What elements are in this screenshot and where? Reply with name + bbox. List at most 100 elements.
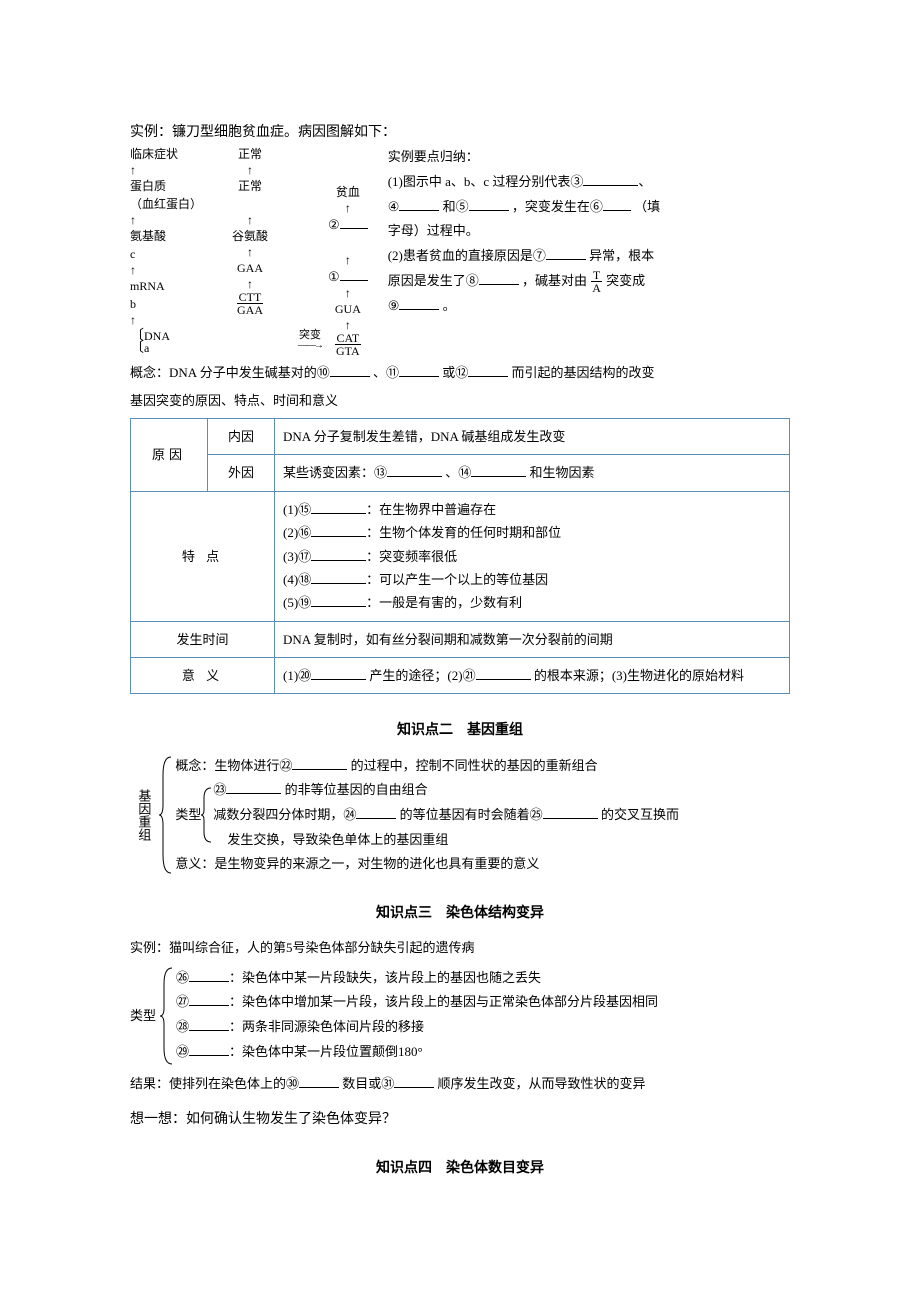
kp3-title: 知识点三 染色体结构变异 <box>130 901 790 926</box>
table-row: 意 义 (1)⑳ 产生的途径；(2)㉑ 的根本来源；(3)生物进化的原始材料 <box>131 658 790 694</box>
blank-2: ② <box>328 217 340 232</box>
concept-line: 概念：DNA 分子中发生碱基对的⑩ 、⑪ 或⑫ 而引起的基因结构的改变 <box>130 361 790 384</box>
concept-a: 概念：DNA 分子中发生碱基对的⑩ <box>130 365 330 380</box>
mutant-mrna: GUA <box>335 300 361 318</box>
points-heading: 实例要点归纳： <box>388 145 660 170</box>
kp2-t2a: 减数分裂四分体时期，㉔ <box>213 807 356 822</box>
pt4b: 异常，根本 <box>589 248 654 263</box>
kp2-concept-b: 的过程中，控制不同性状的基因的重新组合 <box>351 758 598 773</box>
mutation-table: 原因 内因 DNA 分子复制发生差错，DNA 碱基组成发生改变 外因 某些诱变因… <box>130 418 790 695</box>
pt1a: (1)图示中 a、b、c 过程分别代表③ <box>388 174 584 189</box>
kp3-i3t: ：两条非同源染色体间片段的移接 <box>229 1019 424 1034</box>
pt2d: （填 <box>634 199 660 214</box>
m-mid: 产生的途径；(2)㉑ <box>369 668 475 683</box>
cell-internal: 内因 <box>208 418 275 454</box>
kp3-i1n: ㉖ <box>176 970 189 985</box>
kp2-meaning: 意义：是生物变异的来源之一，对生物的进化也具有重要的意义 <box>175 852 679 877</box>
f3-post: ：突变频率很低 <box>366 549 457 564</box>
f5-post: ：一般是有害的，少数有利 <box>366 595 522 610</box>
cell-cause: 原因 <box>131 418 208 491</box>
row-clinical: 临床症状 <box>130 145 178 163</box>
ext-a: 某些诱变因素：⑬ <box>283 465 387 480</box>
mutation-arrow: 突变 ——→ <box>298 330 322 351</box>
kp3-i2t: ：染色体中增加某一片段，该片段上的基因与正常染色体部分片段基因相同 <box>229 994 658 1009</box>
kp2-title: 知识点二 基因重组 <box>130 718 790 743</box>
mutant-clinical: 贫血 <box>336 183 360 201</box>
kp4-title: 知识点四 染色体数目变异 <box>130 1156 790 1181</box>
normal-clinical: 正常 <box>238 145 262 163</box>
kp3-i4n: ㉙ <box>176 1044 189 1059</box>
kp2-t2b: 的等位基因有时会随着㉕ <box>400 807 543 822</box>
m-a: (1)⑳ <box>283 668 311 683</box>
pt4a: (2)患者贫血的直接原因是⑦ <box>388 248 546 263</box>
brace-icon <box>160 966 174 1066</box>
example-points: 实例要点归纳： (1)图示中 a、b、c 过程分别代表③ 、 ④ 和⑤ ，突变发生… <box>368 145 660 319</box>
kp3-i1t: ：染色体中某一片段缺失，该片段上的基因也随之丢失 <box>229 970 541 985</box>
label-a: a <box>144 341 149 355</box>
cause-diagram: 临床症状 ↑ 蛋白质 （血红蛋白） ↑ 氨基酸 c↑ mRNA b↑ 〔DNA … <box>130 145 368 357</box>
cell-time-text: DNA 复制时，如有丝分裂间期和减数第一次分裂前的间期 <box>275 621 790 657</box>
kp2-type-label: 类型 <box>175 803 201 828</box>
ext-b: 和生物因素 <box>530 465 595 480</box>
row-protein: 蛋白质 <box>130 177 166 195</box>
f1-pre: (1)⑮ <box>283 502 311 517</box>
f3-pre: (3)⑰ <box>283 549 311 564</box>
kp3-rb: 顺序发生改变，从而导致性状的变异 <box>438 1076 646 1091</box>
row-amino: 氨基酸 <box>130 227 166 245</box>
cell-meaning: 意 义 <box>131 658 275 694</box>
f5-pre: (5)⑲ <box>283 595 311 610</box>
pt5b: ，碱基对由 <box>522 273 587 288</box>
m-b: 的根本来源；(3)生物进化的原始材料 <box>534 668 744 683</box>
kp2-side: 基因重组 <box>130 754 157 877</box>
pt3: 字母）过程中。 <box>388 219 660 244</box>
pt1-sep: 、 <box>638 174 651 189</box>
kp3-type-label: 类型 <box>130 966 158 1066</box>
label-c: c <box>130 247 135 261</box>
concept-s2: 或⑫ <box>442 365 468 380</box>
table-row: 外因 某些诱变因素：⑬ 、⑭ 和生物因素 <box>131 455 790 491</box>
concept-s1: 、⑪ <box>373 365 399 380</box>
concept-b: 而引起的基因结构的改变 <box>511 365 654 380</box>
think-prompt: 想一想：如何确认生物发生了染色体变异？ <box>130 1107 790 1132</box>
kp3-i4t: ：染色体中某一片段位置颠倒180° <box>229 1044 423 1059</box>
kp2-block: 基因重组 概念：生物体进行㉒ 的过程中，控制不同性状的基因的重新组合 类型 ㉓ … <box>130 754 790 877</box>
f2-pre: (2)⑯ <box>283 525 311 540</box>
cell-external: 外因 <box>208 455 275 491</box>
frac1-bot: A <box>590 282 603 294</box>
normal-amino: 谷氨酸 <box>232 227 268 245</box>
normal-mrna: GAA <box>237 259 263 277</box>
kp3-result: 结果：使排列在染色体上的㉚ 数目或㉛ 顺序发生改变，从而导致性状的变异 <box>130 1072 790 1095</box>
f4-pre: (4)⑱ <box>283 572 311 587</box>
normal-dna-bot: GAA <box>235 304 265 316</box>
normal-protein: 正常 <box>238 177 262 195</box>
pt2a: ④ <box>388 199 400 214</box>
pt2c: ，突变发生在⑥ <box>512 199 603 214</box>
example-title: 实例：镰刀型细胞贫血症。病因图解如下： <box>130 120 790 145</box>
table-row: 特 点 (1)⑮：在生物界中普遍存在 (2)⑯：生物个体发育的任何时期和部位 (… <box>131 491 790 621</box>
kp3-i3n: ㉘ <box>176 1019 189 1034</box>
table-row: 原因 内因 DNA 分子复制发生差错，DNA 碱基组成发生改变 <box>131 418 790 454</box>
blank-1: ① <box>328 269 340 284</box>
example-section: 实例：镰刀型细胞贫血症。病因图解如下： 临床症状 ↑ 蛋白质 （血红蛋白） ↑ … <box>130 120 790 694</box>
kp2-t2d: 发生交换，导致染色单体上的基因重组 <box>213 828 679 853</box>
table-row: 发生时间 DNA 复制时，如有丝分裂间期和减数第一次分裂前的间期 <box>131 621 790 657</box>
pt2b: 和⑤ <box>443 199 469 214</box>
kp3-i2n: ㉗ <box>176 994 189 1009</box>
row-mrna: mRNA <box>130 277 165 295</box>
brace-icon <box>159 755 173 875</box>
kp2-t1b: 的非等位基因的自由组合 <box>285 782 428 797</box>
kp3-rm: 数目或㉛ <box>342 1076 394 1091</box>
kp3-ra: 结果：使排列在染色体上的㉚ <box>130 1076 299 1091</box>
cell-time: 发生时间 <box>131 621 275 657</box>
f4-post: ：可以产生一个以上的等位基因 <box>366 572 548 587</box>
f1-post: ：在生物界中普遍存在 <box>366 502 496 517</box>
ext-sep: 、⑭ <box>445 465 471 480</box>
cell-features: 特 点 <box>131 491 275 621</box>
kp3-example: 实例：猫叫综合征，人的第5号染色体部分缺失引起的遗传病 <box>130 936 790 959</box>
pt6b: 。 <box>443 298 456 313</box>
kp2-concept-a: 概念：生物体进行㉒ <box>175 758 292 773</box>
mutant-dna-bot: GTA <box>334 345 362 357</box>
kp2-t2c: 的交叉互换而 <box>601 807 679 822</box>
kp2-t1a: ㉓ <box>213 782 226 797</box>
kp3-types: 类型 ㉖ ：染色体中某一片段缺失，该片段上的基因也随之丢失 ㉗ ：染色体中增加某一片… <box>130 966 790 1066</box>
